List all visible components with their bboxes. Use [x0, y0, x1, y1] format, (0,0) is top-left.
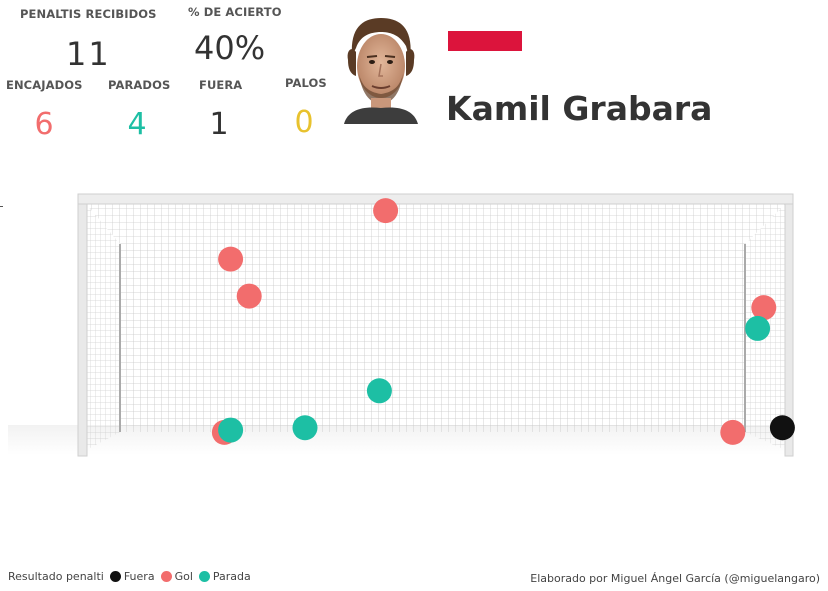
goal-frame: [8, 193, 794, 457]
legend-label-fuera: Fuera: [123, 570, 155, 583]
received-value: 11: [66, 35, 111, 73]
shot-point-parada-1: [745, 315, 771, 341]
axis-tick: [0, 206, 3, 207]
posts-value: 0: [294, 105, 314, 140]
player-photo: [344, 18, 418, 124]
shot-point-gol-2: [218, 246, 244, 272]
legend-dot-parada: [198, 571, 210, 582]
shot-point-gol-6: [720, 419, 746, 445]
penalty-goal-chart: [8, 193, 795, 457]
shot-point-gol-4: [751, 295, 777, 321]
saved-value: 4: [127, 107, 147, 142]
poland-flag-icon: [448, 27, 522, 51]
shot-point-gol-3: [236, 283, 262, 309]
legend-item-parada: Parada: [198, 570, 251, 583]
shot-point-parada-3: [218, 417, 244, 443]
legend-item-fuera: Fuera: [109, 570, 155, 583]
shot-point-parada-2: [366, 378, 392, 404]
shot-point-fuera-1: [769, 415, 795, 441]
legend-title: Resultado penalti: [8, 570, 104, 583]
posts-label: PALOS: [285, 76, 327, 90]
legend-label-gol: Gol: [174, 570, 193, 583]
legend-dot-gol: [160, 571, 172, 582]
out-label: FUERA: [199, 78, 243, 92]
author-credit: Elaborado por Miguel Ángel García (@migu…: [530, 572, 820, 585]
saved-label: PARADOS: [108, 78, 171, 92]
received-label: PENALTIS RECIBIDOS: [20, 7, 157, 21]
conceded-value: 6: [34, 107, 54, 142]
accuracy-label: % DE ACIERTO: [188, 5, 282, 19]
shot-point-parada-4: [292, 415, 318, 441]
legend-dot-fuera: [109, 571, 121, 582]
chart-legend: Resultado penalti Fuera Gol Parada: [8, 570, 251, 583]
player-name: Kamil Grabara: [446, 89, 713, 128]
out-value: 1: [209, 107, 229, 142]
conceded-label: ENCAJADOS: [6, 78, 83, 92]
legend-label-parada: Parada: [212, 570, 251, 583]
accuracy-value: 40%: [194, 29, 266, 67]
legend-item-gol: Gol: [160, 570, 193, 583]
shot-point-gol-1: [373, 198, 399, 224]
